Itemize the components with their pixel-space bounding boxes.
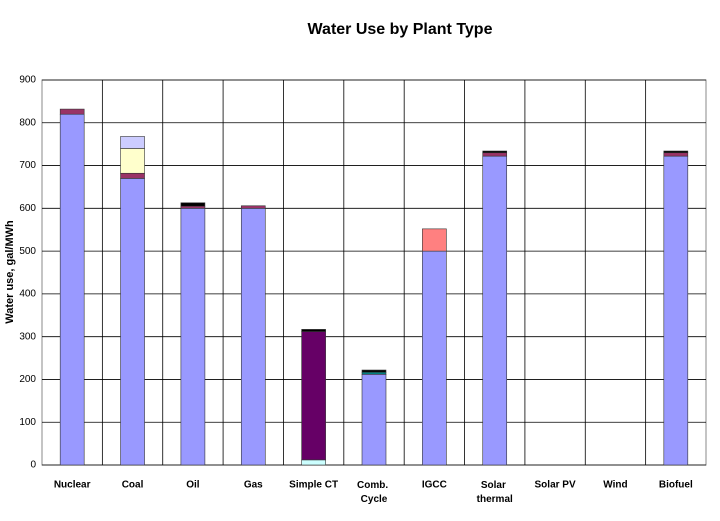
bar-segment xyxy=(120,172,145,179)
x-tick-label: Oil xyxy=(186,480,200,491)
bar-segment xyxy=(120,178,145,466)
bar-segment xyxy=(120,136,145,149)
x-tick-label: Gas xyxy=(244,480,263,491)
x-tick-label: IGCC xyxy=(422,480,447,491)
y-tick-label: 400 xyxy=(19,289,36,300)
bar-segment xyxy=(663,155,689,466)
x-tick-label: Coal xyxy=(122,480,144,491)
bar-segment xyxy=(59,113,85,466)
y-tick-label: 600 xyxy=(19,203,36,214)
bar-segment xyxy=(361,374,387,466)
y-tick-label: 500 xyxy=(19,246,36,257)
bar-segment xyxy=(240,208,266,466)
bar-segment xyxy=(59,108,85,115)
x-tick-label: Simple CT xyxy=(289,480,338,491)
y-tick-label: 100 xyxy=(19,417,36,428)
y-tick-label: 700 xyxy=(19,160,36,171)
y-tick-label: 800 xyxy=(19,117,36,128)
bar-segment xyxy=(301,329,326,332)
bar-segment xyxy=(180,205,206,209)
y-tick-label: 200 xyxy=(19,374,36,385)
x-tick-label: Wind xyxy=(603,480,627,491)
y-tick-label: 300 xyxy=(19,331,36,342)
bar-segment xyxy=(422,228,447,252)
bar-segment xyxy=(301,331,326,461)
x-tick-label: Nuclear xyxy=(54,480,91,491)
x-tick-label: Solar PV xyxy=(535,480,576,491)
bar-segment xyxy=(482,150,508,154)
y-axis-label: Water use, gal/MWh xyxy=(4,220,16,324)
bar-segment xyxy=(120,148,145,174)
bar-segment xyxy=(301,459,326,466)
x-tick-label: Comb. Cycle xyxy=(357,480,391,505)
bar-segment xyxy=(422,250,447,466)
bar-segment xyxy=(180,208,206,466)
bar-segment xyxy=(180,202,206,207)
chart-title: Water Use by Plant Type xyxy=(308,21,493,38)
bar-segment xyxy=(361,369,387,373)
y-tick-label: 0 xyxy=(30,460,36,471)
bar-segment xyxy=(482,152,508,157)
x-tick-label: Biofuel xyxy=(659,480,693,491)
y-tick-label: 900 xyxy=(19,75,36,86)
bar-segment xyxy=(240,205,266,209)
bar-segment xyxy=(482,155,508,466)
bar-segment xyxy=(663,152,689,157)
bar-segment xyxy=(663,150,689,154)
bar-segment xyxy=(361,371,387,375)
x-tick-label: Solar thermal xyxy=(477,480,513,505)
